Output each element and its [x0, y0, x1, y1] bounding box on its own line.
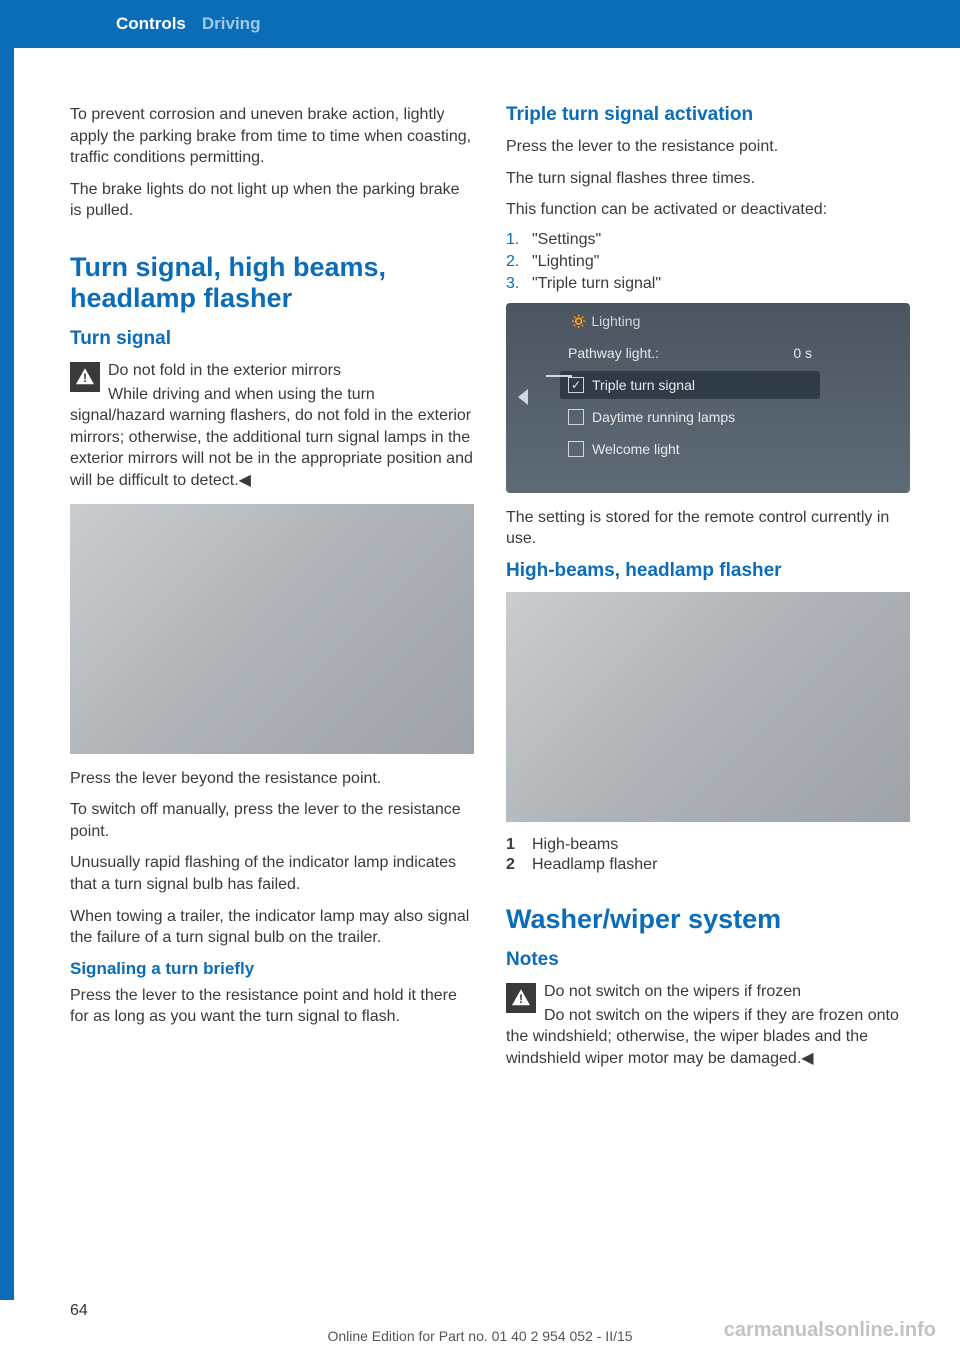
legend-item: 1 High-beams	[506, 836, 910, 854]
checkbox-checked-icon: ✓	[568, 377, 584, 393]
idrive-row-selected: ✓ Triple turn signal	[560, 371, 820, 399]
idrive-row-label: Welcome light	[592, 441, 680, 457]
subsection-heading: High-beams, headlamp flasher	[506, 560, 910, 582]
subsection-heading: Turn signal	[70, 328, 474, 350]
idrive-title: 🔅 Lighting	[570, 313, 640, 330]
step-number: 2.	[506, 253, 532, 271]
body-text: The brake lights do not light up when th…	[70, 179, 474, 222]
step-item: 2. "Lighting"	[506, 253, 910, 271]
legend-text: Headlamp flasher	[532, 856, 657, 874]
warning-block: Do not switch on the wipers if frozen Do…	[506, 981, 910, 1069]
body-text: To prevent corrosion and uneven brake ac…	[70, 104, 474, 169]
step-text: "Triple turn signal"	[532, 275, 661, 293]
idrive-row-label: Triple turn signal	[592, 377, 695, 393]
step-number: 1.	[506, 231, 532, 249]
header-tab-driving: Driving	[194, 0, 269, 48]
warning-body: While driving and when using the turn si…	[70, 384, 474, 492]
body-text: This function can be activated or deacti…	[506, 199, 910, 221]
idrive-row-label: Daytime running lamps	[592, 409, 735, 425]
warning-icon	[70, 362, 100, 392]
legend-number: 2	[506, 856, 532, 874]
section-heading: Washer/wiper system	[506, 904, 910, 935]
legend-item: 2 Headlamp flasher	[506, 856, 910, 874]
step-number: 3.	[506, 275, 532, 293]
callout-line	[546, 375, 572, 377]
step-item: 3. "Triple turn signal"	[506, 275, 910, 293]
watermark: carmanualsonline.info	[724, 1319, 936, 1342]
sub-subsection-heading: Signaling a turn briefly	[70, 959, 474, 979]
warning-body: Do not switch on the wipers if they are …	[506, 1005, 910, 1070]
body-text: The turn signal flashes three times.	[506, 168, 910, 190]
left-stripe	[0, 0, 14, 1300]
body-text: To switch off manually, press the lever …	[70, 799, 474, 842]
body-text: Press the lever to the resistance point …	[70, 985, 474, 1028]
figure-idrive-menu: 🔅 Lighting Pathway light.: 0 s ✓ Triple …	[506, 303, 910, 493]
page-number: 64	[70, 1302, 88, 1320]
legend-text: High-beams	[532, 836, 618, 854]
header-bar: Controls Driving	[0, 0, 960, 48]
idrive-row: Pathway light.: 0 s	[560, 339, 820, 367]
ordered-steps: 1. "Settings" 2. "Lighting" 3. "Triple t…	[506, 231, 910, 293]
left-arrow-icon	[518, 389, 528, 405]
checkbox-icon	[568, 441, 584, 457]
body-text: Press the lever to the resistance point.	[506, 136, 910, 158]
figure-turn-signal-lever	[70, 504, 474, 754]
checkbox-icon	[568, 409, 584, 425]
right-column: Triple turn signal activation Press the …	[506, 104, 910, 1081]
body-text: Press the lever beyond the resistance po…	[70, 768, 474, 790]
header-tab-controls: Controls	[108, 0, 194, 48]
warning-title: Do not fold in the exterior mirrors	[70, 360, 474, 382]
subsection-heading: Triple turn signal activation	[506, 104, 910, 126]
body-text: When towing a trailer, the indicator lam…	[70, 906, 474, 949]
warning-block: Do not fold in the exterior mirrors Whil…	[70, 360, 474, 492]
idrive-row: Welcome light	[560, 435, 820, 463]
body-text: The setting is stored for the remote con…	[506, 507, 910, 550]
step-text: "Lighting"	[532, 253, 599, 271]
step-text: "Settings"	[532, 231, 601, 249]
step-item: 1. "Settings"	[506, 231, 910, 249]
subsection-heading: Notes	[506, 949, 910, 971]
warning-title: Do not switch on the wipers if frozen	[506, 981, 910, 1003]
figure-legend: 1 High-beams 2 Headlamp flasher	[506, 836, 910, 874]
content-area: To prevent corrosion and uneven brake ac…	[0, 48, 960, 1081]
warning-icon	[506, 983, 536, 1013]
idrive-row-label: Pathway light.:	[568, 345, 659, 361]
idrive-row-value: 0 s	[793, 345, 812, 361]
idrive-row: Daytime running lamps	[560, 403, 820, 431]
left-column: To prevent corrosion and uneven brake ac…	[70, 104, 474, 1081]
body-text: Unusually rapid flashing of the indicato…	[70, 852, 474, 895]
section-heading: Turn signal, high beams, headlamp flashe…	[70, 252, 474, 314]
legend-number: 1	[506, 836, 532, 854]
figure-high-beam-lever	[506, 592, 910, 822]
